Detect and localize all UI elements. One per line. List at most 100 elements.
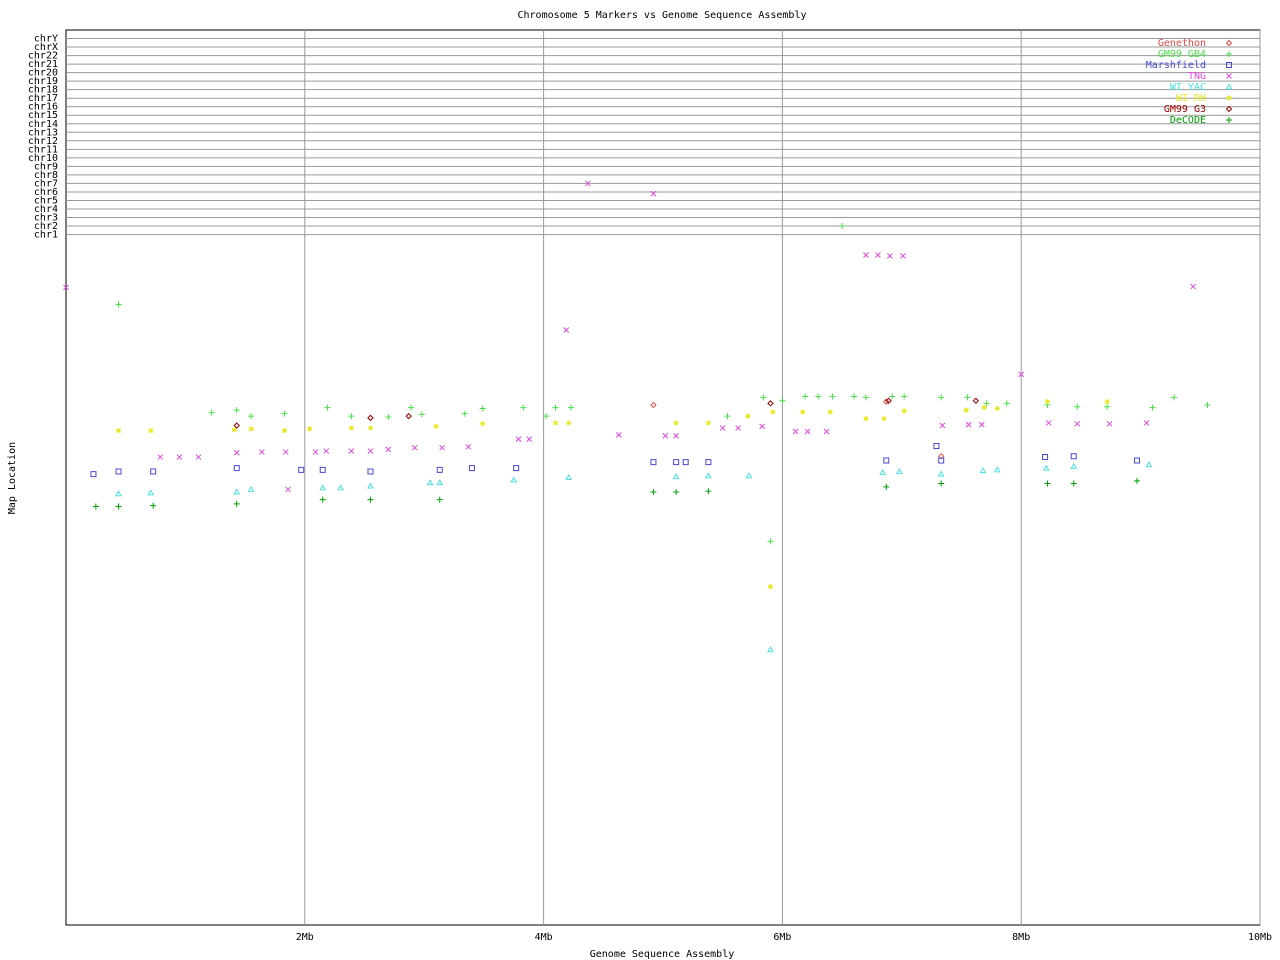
point	[863, 252, 869, 258]
point	[258, 449, 265, 455]
point	[823, 428, 830, 435]
point	[963, 407, 969, 413]
point	[233, 407, 240, 414]
point	[90, 471, 97, 478]
point	[563, 327, 570, 333]
point	[682, 459, 689, 466]
point	[63, 284, 69, 291]
point	[1045, 420, 1052, 426]
point	[875, 252, 881, 258]
y-tick-label: chr19	[28, 76, 58, 87]
legend-marker	[1226, 95, 1232, 101]
point	[881, 416, 887, 422]
point	[298, 466, 305, 473]
point	[385, 446, 392, 453]
point	[770, 409, 776, 415]
y-tick-label: chr2	[34, 221, 58, 232]
point	[901, 393, 908, 400]
point	[994, 405, 1000, 411]
legend-marker	[1225, 39, 1233, 47]
y-tick-label: chrY	[34, 34, 58, 45]
point	[436, 479, 444, 486]
point	[367, 425, 373, 431]
point	[1143, 420, 1150, 426]
point	[767, 538, 774, 545]
point	[792, 428, 799, 435]
point	[542, 413, 549, 420]
point	[767, 646, 774, 653]
point	[760, 394, 767, 401]
point	[673, 459, 680, 466]
point	[233, 500, 240, 507]
point	[319, 466, 326, 473]
point	[337, 484, 344, 491]
point	[1044, 399, 1050, 405]
y-tick-label: chr9	[34, 161, 58, 172]
legend-label: WI RH	[1176, 93, 1206, 104]
y-tick-label: chr14	[28, 119, 58, 130]
point	[468, 465, 475, 472]
point	[439, 444, 445, 451]
point	[115, 503, 122, 510]
point	[885, 397, 892, 404]
point	[433, 423, 439, 429]
x-tick-label: 4Mb	[535, 932, 553, 943]
point	[208, 409, 215, 416]
point	[1070, 462, 1078, 469]
y-tick-label: chr5	[34, 195, 58, 206]
point	[650, 190, 657, 197]
x-tick-label: 2Mb	[296, 932, 314, 943]
y-tick-label: chr3	[34, 213, 58, 224]
legend-label: WI YAC	[1170, 82, 1206, 93]
point	[115, 490, 122, 497]
y-tick-label: chr21	[28, 59, 58, 70]
point	[465, 443, 472, 450]
legend-marker	[1226, 62, 1232, 68]
point	[150, 502, 157, 509]
point	[615, 432, 622, 438]
point	[883, 457, 890, 464]
point	[150, 468, 157, 475]
point	[436, 466, 443, 473]
point	[896, 468, 903, 475]
point	[672, 473, 680, 480]
point	[115, 301, 122, 308]
legend-label: DeCODE	[1170, 115, 1206, 126]
point	[1042, 454, 1049, 461]
point	[1074, 420, 1081, 427]
point	[307, 426, 313, 432]
point	[767, 400, 774, 407]
point	[650, 459, 657, 466]
y-tick-label: chr7	[34, 178, 58, 189]
x-tick-label: 6Mb	[773, 932, 791, 943]
point	[978, 421, 985, 428]
point	[972, 397, 980, 404]
point	[719, 425, 726, 431]
point	[1145, 461, 1153, 468]
point	[964, 394, 971, 401]
point	[233, 488, 241, 495]
point	[418, 411, 425, 418]
point	[247, 485, 255, 492]
y-tick-label: chr13	[28, 127, 58, 138]
point	[324, 404, 331, 411]
point	[1171, 394, 1178, 401]
point	[1070, 480, 1077, 487]
point	[285, 486, 291, 493]
point	[993, 466, 1001, 473]
point	[367, 482, 374, 489]
point	[233, 449, 240, 456]
point	[900, 253, 906, 259]
y-tick-label: chrX	[34, 42, 58, 53]
point	[1134, 457, 1141, 464]
point	[1106, 420, 1113, 427]
point	[979, 467, 987, 474]
point	[319, 484, 327, 491]
point	[724, 413, 731, 420]
point	[901, 408, 907, 414]
y-axis-label: Map Location	[7, 442, 18, 514]
point	[515, 436, 522, 442]
point	[248, 426, 254, 432]
point	[367, 468, 374, 475]
